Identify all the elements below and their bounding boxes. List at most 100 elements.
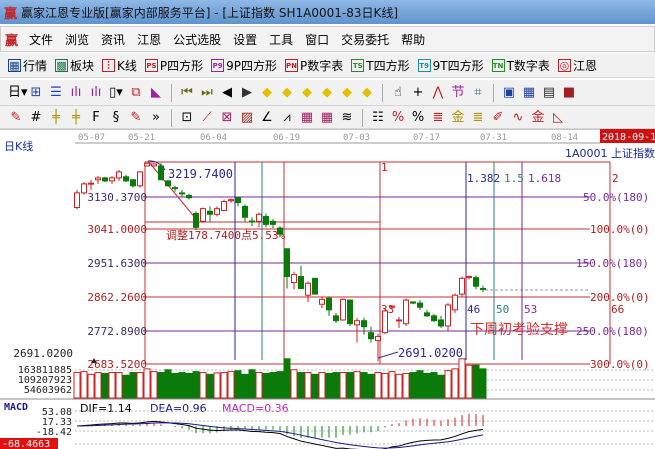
arrow-pen-icon[interactable]: ✐ bbox=[492, 109, 504, 125]
gold-icon[interactable]: 金 bbox=[531, 109, 545, 125]
price-label: 2951.6300 bbox=[87, 257, 147, 270]
fib-icon[interactable]: F bbox=[92, 109, 100, 125]
candle bbox=[221, 199, 227, 212]
shrink-h-icon[interactable]: ◆ bbox=[322, 84, 332, 100]
candle bbox=[312, 277, 318, 295]
toolbar-button[interactable]: T9 9T四方形 bbox=[417, 57, 484, 74]
shift-right-icon[interactable]: ◆ bbox=[282, 84, 292, 100]
gann-box-icon[interactable]: ▨ bbox=[240, 109, 254, 125]
menu-logo[interactable]: 赢 bbox=[5, 33, 19, 49]
calculator-icon[interactable]: ▦ bbox=[522, 84, 536, 100]
candle bbox=[165, 179, 171, 187]
wave-icon[interactable]: ⩘ bbox=[283, 109, 291, 125]
square-icon[interactable]: ⊠ bbox=[221, 109, 233, 125]
toolbar-button[interactable]: ▩ 板块 bbox=[55, 57, 94, 74]
indicator9-icon[interactable]: ılı bbox=[90, 84, 102, 100]
more-icon[interactable]: » bbox=[152, 109, 160, 125]
menu-item[interactable]: 设置 bbox=[233, 32, 258, 47]
first-icon[interactable]: ⏮ bbox=[181, 84, 193, 100]
gold-grid2-icon[interactable]: ╪ bbox=[72, 109, 80, 125]
dif-value: DIF=1.14 bbox=[80, 402, 132, 415]
prev-icon[interactable]: ◀ bbox=[222, 84, 232, 100]
line-icon[interactable]: ⋀ bbox=[432, 84, 444, 100]
last-icon[interactable]: ⏭ bbox=[201, 84, 213, 100]
volume-label: 163811885 bbox=[18, 365, 72, 376]
menu-item[interactable]: 窗口 bbox=[305, 32, 330, 47]
flag-icon[interactable]: ◣ bbox=[151, 84, 161, 100]
menu-item[interactable]: 资讯 bbox=[101, 32, 126, 47]
list-icon[interactable]: ☰ bbox=[50, 84, 62, 100]
candle-type-icon[interactable]: ▯▾ bbox=[109, 84, 123, 100]
menu-item[interactable]: 公式选股 bbox=[173, 32, 222, 47]
menu-item[interactable]: 帮助 bbox=[401, 32, 426, 47]
candle-body bbox=[452, 294, 458, 311]
toolbar-button-label: P四方形 bbox=[159, 58, 204, 73]
cycle-icon[interactable]: ∿ bbox=[512, 109, 524, 125]
volume-bar bbox=[290, 369, 298, 399]
candle-body bbox=[375, 335, 381, 342]
shrink-v-icon[interactable]: ◆ bbox=[362, 84, 372, 100]
percent-icon[interactable]: % bbox=[411, 109, 425, 125]
menu-item[interactable]: 交易委托 bbox=[341, 32, 390, 47]
toolbar-button[interactable]: ▦ 行情 bbox=[8, 57, 47, 74]
pen-icon[interactable]: ✎ bbox=[10, 109, 22, 125]
parallel-icon[interactable]: ≋ bbox=[341, 109, 353, 125]
crosshair-icon[interactable]: + bbox=[412, 84, 424, 100]
section-icon[interactable]: 节 bbox=[451, 84, 465, 100]
box-icon[interactable]: ⊡ bbox=[181, 109, 193, 125]
zoom-h-icon[interactable]: ◆ bbox=[302, 84, 312, 100]
calendar-icon[interactable]: ▣ bbox=[502, 84, 516, 100]
candle-body bbox=[228, 199, 234, 202]
grid-lines-icon[interactable]: # bbox=[30, 109, 42, 125]
candle-body bbox=[186, 195, 192, 199]
indicator3-icon[interactable]: ılı bbox=[70, 84, 82, 100]
angle-icon[interactable]: ∠ bbox=[261, 109, 273, 125]
toolbar-button[interactable]: TN T数字表 bbox=[491, 57, 550, 74]
ladder-icon[interactable]: ☷ bbox=[372, 109, 384, 125]
matrix2-icon[interactable]: ▦ bbox=[320, 109, 334, 125]
menu-item[interactable]: 文件 bbox=[29, 32, 54, 47]
notes-icon[interactable]: ▤ bbox=[542, 84, 556, 100]
candle-body bbox=[109, 177, 115, 182]
chart-icon[interactable]: ⌗ bbox=[474, 84, 482, 100]
candle-body bbox=[123, 176, 129, 182]
candle bbox=[298, 265, 304, 290]
toolbar-button[interactable]: ⫶ K线 bbox=[102, 57, 137, 74]
symbol-label: 1A0001 上证指数 bbox=[565, 146, 655, 160]
menu-item[interactable]: 江恩 bbox=[137, 32, 162, 47]
toolbar-button[interactable]: PS P四方形 bbox=[144, 57, 204, 74]
volume-bar bbox=[346, 372, 354, 399]
gold-grid-icon[interactable]: ╪ bbox=[52, 109, 60, 125]
toolbar-button[interactable]: P9 9P四方形 bbox=[211, 57, 277, 74]
candle bbox=[333, 312, 339, 323]
fan-icon[interactable]: ⟋ bbox=[202, 109, 212, 125]
gold-circle-icon[interactable]: 金 bbox=[451, 109, 465, 125]
gold-lines-icon[interactable]: ≣ bbox=[472, 109, 484, 125]
volume-bar bbox=[367, 373, 375, 399]
toolbar-button[interactable]: TS T四方形 bbox=[351, 57, 410, 74]
toolbar-button[interactable]: ◎ 江恩 bbox=[557, 57, 597, 74]
save-icon[interactable]: ■ bbox=[562, 84, 576, 100]
percent-lines-icon[interactable]: ≣ bbox=[432, 109, 444, 125]
percent-fan-icon[interactable]: % bbox=[391, 109, 405, 125]
tri-icon[interactable]: ◺ bbox=[553, 109, 563, 125]
period-day-icon[interactable]: 日▾ bbox=[8, 84, 28, 100]
toolbar-button[interactable]: PN P数字表 bbox=[285, 57, 343, 74]
next-icon[interactable]: ▶ bbox=[242, 84, 252, 100]
menu-item[interactable]: 工具 bbox=[269, 32, 294, 47]
matrix-icon[interactable]: ▦ bbox=[300, 109, 314, 125]
app-logo: 赢 bbox=[4, 6, 18, 22]
hand-icon[interactable]: ☝ bbox=[394, 84, 402, 100]
menu-item[interactable]: 浏览 bbox=[65, 32, 90, 47]
window-icon[interactable]: ⊞ bbox=[30, 84, 42, 100]
pattern-icon[interactable]: ⧉ bbox=[131, 84, 141, 100]
spiral-icon[interactable]: § bbox=[112, 109, 120, 125]
zoom-v-icon[interactable]: ◆ bbox=[342, 84, 352, 100]
candle-body bbox=[312, 277, 318, 295]
adjust-note: 调整178.7400点5.53% bbox=[166, 228, 285, 242]
candle bbox=[445, 303, 451, 331]
candle-body bbox=[256, 213, 262, 222]
shift-left-icon[interactable]: ◆ bbox=[262, 84, 272, 100]
ruler-icon[interactable]: ✎ bbox=[130, 109, 142, 125]
